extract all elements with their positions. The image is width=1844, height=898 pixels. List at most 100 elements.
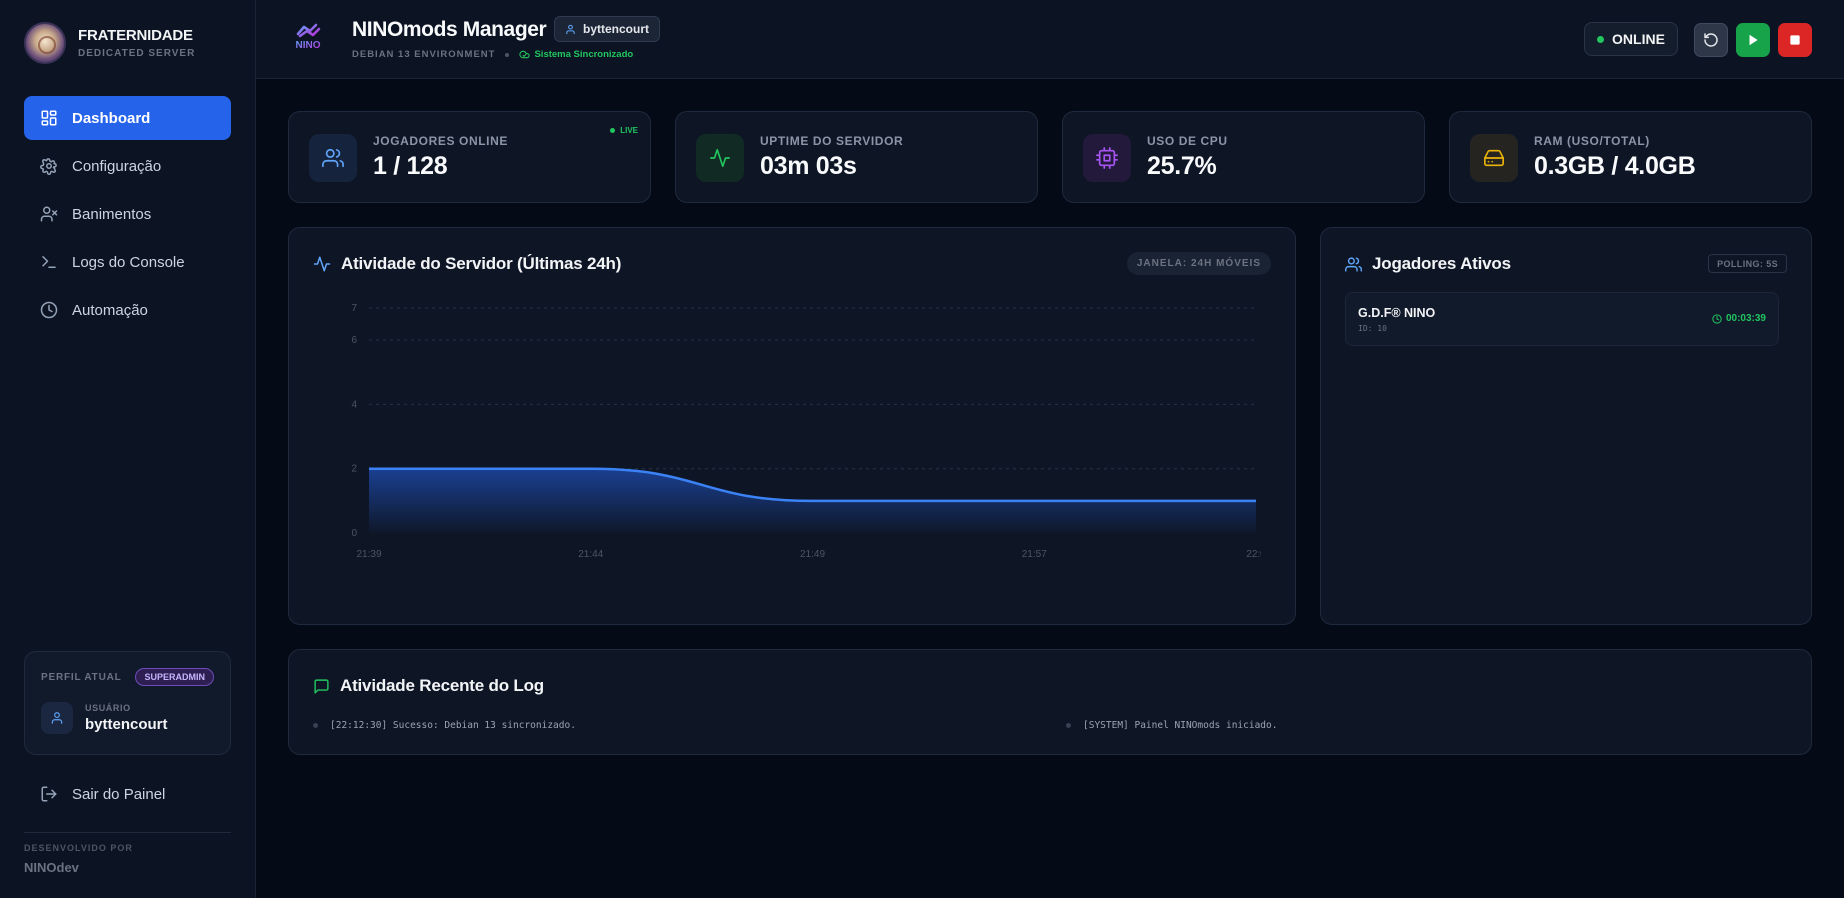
sync-status-label: Sistema Sincronizado xyxy=(534,49,634,60)
list-item[interactable]: G.D.F® NINO ID: 10 00:03:39 xyxy=(1345,292,1779,346)
logout-button[interactable]: Sair do Painel xyxy=(24,772,231,816)
server-activity-panel: Atividade do Servidor (Últimas 24h) JANE… xyxy=(288,227,1296,625)
server-status-badge: ONLINE xyxy=(1584,22,1678,56)
environment-label: DEBIAN 13 ENVIRONMENT xyxy=(352,49,496,60)
developer-label: DESENVOLVIDO POR xyxy=(24,843,133,853)
panel-title: Atividade do Servidor (Últimas 24h) xyxy=(313,254,621,274)
y-tick-label: 2 xyxy=(351,464,357,475)
avatar xyxy=(41,702,73,734)
log-entry: [22:12:30] Sucesso: Debian 13 sincroniza… xyxy=(313,720,576,731)
user-icon xyxy=(566,24,575,34)
user-x-icon xyxy=(40,206,58,222)
sidebar-item-automacao[interactable]: Automação xyxy=(24,288,231,332)
divider xyxy=(24,832,231,833)
active-players-panel: Jogadores Ativos POLLING: 5S G.D.F® NINO… xyxy=(1320,227,1812,625)
sidebar-item-configuracao[interactable]: Configuração xyxy=(24,144,231,188)
activity-chart: 0 2 4 6 7 21:39 21:44 21:49 21:57 22:0 xyxy=(351,303,1261,560)
player-name: G.D.F® NINO xyxy=(1358,306,1436,320)
profile-label: PERFIL ATUAL xyxy=(41,671,122,683)
sidebar-item-label: Logs do Console xyxy=(72,253,185,271)
x-tick-label: 21:39 xyxy=(356,549,381,560)
user-chip-label: byttencourt xyxy=(583,22,649,36)
cpu-icon xyxy=(1083,134,1131,182)
y-tick-label: 0 xyxy=(351,528,357,539)
separator-dot xyxy=(505,52,510,57)
terminal-icon xyxy=(42,256,56,268)
role-badge: SUPERADMIN xyxy=(135,668,214,686)
activity-icon xyxy=(313,256,331,272)
sidebar: FRATERNIDADE DEDICATED SERVER Dashboard … xyxy=(0,0,256,898)
stat-label: USO DE CPU xyxy=(1147,134,1228,148)
sidebar-item-logs[interactable]: Logs do Console xyxy=(24,240,231,284)
y-tick-label: 6 xyxy=(351,335,357,346)
logout-icon xyxy=(41,786,57,802)
play-icon xyxy=(1749,34,1758,46)
sync-status: Sistema Sincronizado xyxy=(519,49,633,60)
x-tick-label: 21:44 xyxy=(578,549,603,560)
stat-card-uptime: UPTIME DO SERVIDOR 03m 03s xyxy=(675,111,1038,203)
live-dot xyxy=(610,128,616,133)
stat-card-players: JOGADORES ONLINE 1 / 128 LIVE xyxy=(288,111,651,203)
sidebar-item-label: Automação xyxy=(72,301,148,319)
player-session-time: 00:03:39 xyxy=(1712,313,1766,324)
log-dot xyxy=(313,723,318,728)
restart-button[interactable] xyxy=(1694,23,1728,57)
sidebar-nav: Dashboard Configuração Banimentos Logs d… xyxy=(24,96,231,336)
stat-label: UPTIME DO SERVIDOR xyxy=(760,134,904,148)
y-tick-label: 4 xyxy=(351,399,357,410)
live-badge: LIVE xyxy=(610,126,638,135)
x-tick-label: 22:0 xyxy=(1246,549,1261,560)
player-id: ID: 10 xyxy=(1358,324,1387,333)
rotate-icon xyxy=(1704,33,1718,47)
gear-icon xyxy=(40,158,57,175)
page-title: NINOmods Manager xyxy=(352,18,547,41)
activity-icon xyxy=(696,134,744,182)
developer-name: NINOdev xyxy=(24,860,79,875)
sidebar-item-banimentos[interactable]: Banimentos xyxy=(24,192,231,236)
server-status-label: ONLINE xyxy=(1612,31,1665,47)
user-icon xyxy=(51,712,63,724)
user-name: byttencourt xyxy=(85,716,168,733)
brand: FRATERNIDADE DEDICATED SERVER xyxy=(24,22,195,64)
brand-logo xyxy=(24,22,66,64)
stat-card-cpu: USO DE CPU 25.7% xyxy=(1062,111,1425,203)
clock-icon xyxy=(1712,313,1722,324)
header: NINO NINOmods Manager byttencourt DEBIAN… xyxy=(256,0,1844,79)
log-text: [SYSTEM] Painel NINOmods iniciado. xyxy=(1083,720,1278,731)
panel-title-label: Atividade do Servidor (Últimas 24h) xyxy=(341,254,622,273)
sidebar-item-dashboard[interactable]: Dashboard xyxy=(24,96,231,140)
polling-badge: POLLING: 5S xyxy=(1708,254,1787,273)
stat-value: 0.3GB / 4.0GB xyxy=(1534,152,1696,180)
panel-title-label: Jogadores Ativos xyxy=(1372,254,1511,273)
panel-title-label: Atividade Recente do Log xyxy=(340,676,544,695)
live-label: LIVE xyxy=(620,126,638,135)
stop-button[interactable] xyxy=(1778,23,1812,57)
start-button[interactable] xyxy=(1736,23,1770,57)
recent-log-panel: Atividade Recente do Log [22:12:30] Suce… xyxy=(288,649,1812,755)
message-square-icon xyxy=(314,678,329,694)
cloud-check-icon xyxy=(519,50,531,59)
stat-label: RAM (USO/TOTAL) xyxy=(1534,134,1650,148)
player-time-label: 00:03:39 xyxy=(1725,313,1766,324)
status-dot xyxy=(1597,35,1605,43)
user-chip[interactable]: byttencourt xyxy=(554,16,660,42)
stop-icon xyxy=(1790,35,1800,45)
series-line xyxy=(368,467,1256,503)
log-text: [22:12:30] Sucesso: Debian 13 sincroniza… xyxy=(330,720,576,731)
stat-value: 25.7% xyxy=(1147,152,1217,180)
sidebar-item-label: Banimentos xyxy=(72,205,152,223)
hard-drive-icon xyxy=(1470,134,1518,182)
dashboard-icon xyxy=(41,110,57,126)
y-tick-label: 7 xyxy=(351,303,357,314)
x-tick-label: 21:57 xyxy=(1022,549,1047,560)
panel-title: Jogadores Ativos xyxy=(1345,254,1511,274)
nino-logo-text: NINO xyxy=(296,40,321,51)
brand-title: FRATERNIDADE xyxy=(78,27,193,44)
environment-line: DEBIAN 13 ENVIRONMENT Sistema Sincroniza… xyxy=(352,49,633,60)
nino-logo: NINO xyxy=(296,23,321,51)
user-label: USUÁRIO xyxy=(85,703,131,713)
sidebar-item-label: Configuração xyxy=(72,157,162,175)
log-dot xyxy=(1066,723,1071,728)
stat-card-ram: RAM (USO/TOTAL) 0.3GB / 4.0GB xyxy=(1449,111,1812,203)
users-icon xyxy=(309,134,357,182)
